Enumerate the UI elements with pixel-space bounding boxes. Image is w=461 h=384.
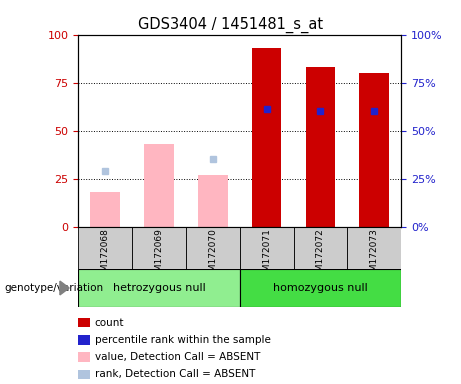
Bar [144,144,174,227]
Text: homozygous null: homozygous null [273,283,368,293]
Bar [186,227,240,269]
Text: GSM172071: GSM172071 [262,228,271,283]
Text: percentile rank within the sample: percentile rank within the sample [95,335,271,345]
Bar [240,227,294,269]
Text: genotype/variation: genotype/variation [5,283,104,293]
Bar [132,227,186,269]
Bar [306,67,335,227]
Bar [78,227,132,269]
Bar [347,227,401,269]
Text: GSM172070: GSM172070 [208,228,217,283]
Text: value, Detection Call = ABSENT: value, Detection Call = ABSENT [95,352,260,362]
Text: GSM172072: GSM172072 [316,228,325,283]
Text: GSM172073: GSM172073 [370,228,378,283]
Text: hetrozygous null: hetrozygous null [112,283,206,293]
Text: count: count [95,318,124,328]
Bar [360,73,389,227]
Text: GSM172069: GSM172069 [154,228,164,283]
Bar [90,192,120,227]
Text: rank, Detection Call = ABSENT: rank, Detection Call = ABSENT [95,369,255,379]
Bar [240,269,401,307]
Bar [78,269,240,307]
Text: GDS3404 / 1451481_s_at: GDS3404 / 1451481_s_at [138,17,323,33]
Bar [294,227,347,269]
Bar [252,48,281,227]
Bar [198,175,228,227]
Text: GSM172068: GSM172068 [101,228,110,283]
